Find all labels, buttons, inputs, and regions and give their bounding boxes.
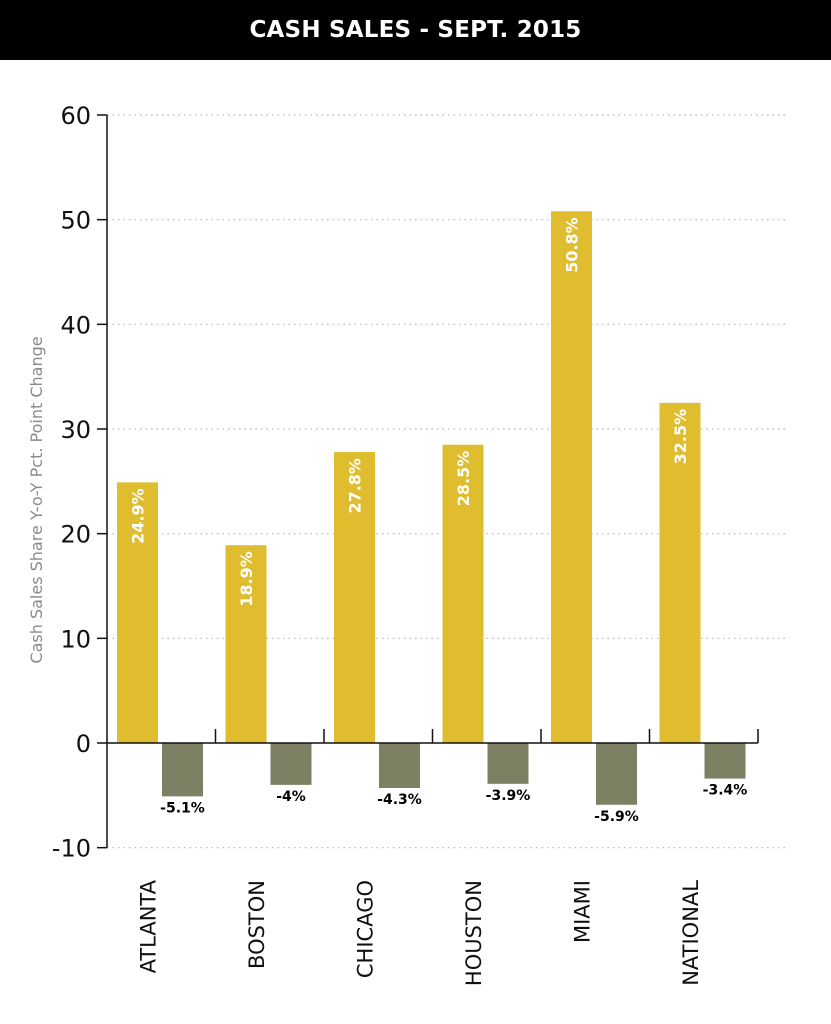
y-tick-label: 40 [60, 311, 91, 339]
bar-positive-label: 28.5% [454, 451, 473, 507]
chart-header: CASH SALES - SEPT. 2015 [0, 0, 831, 60]
y-tick-label: -10 [52, 835, 91, 863]
chart-title: CASH SALES - SEPT. 2015 [249, 17, 582, 43]
axes [97, 114, 759, 849]
bar-negative-miami [596, 743, 637, 805]
bar-negative-chicago [379, 743, 420, 789]
category-label-atlanta: ATLANTA [136, 879, 160, 973]
category-label-miami: MIAMI [570, 880, 594, 943]
bar-negative-atlanta [162, 743, 203, 797]
bar-negative-label: -5.1% [160, 800, 205, 816]
labels: -10 0 10 20 30 40 50 60 24.9% -5.1% ATLANTA 18.9% -4… [52, 102, 748, 986]
bar-negative-national [704, 743, 746, 779]
category-label-national: NATIONAL [679, 880, 703, 986]
y-tick-label: 60 [60, 102, 91, 130]
bar-positive-chicago [334, 452, 375, 743]
bar-positive-national [659, 402, 701, 743]
bar-positive-label: 24.9% [129, 488, 148, 544]
bar-positive-atlanta [117, 482, 158, 743]
bar-positive-miami [551, 211, 592, 743]
y-tick-label: 10 [60, 625, 91, 653]
bar-positive-label: 27.8% [346, 458, 365, 514]
y-tick-label: 0 [76, 730, 91, 758]
y-axis-label: Cash Sales Share Y-o-Y Pct. Point Change [27, 336, 46, 663]
bar-positive-houston [442, 444, 484, 743]
bar-positive-label: 50.8% [563, 217, 582, 273]
bar-negative-houston [487, 743, 529, 784]
bar-negative-label: -3.4% [703, 783, 748, 799]
y-tick-label: 20 [60, 521, 91, 549]
bars [117, 211, 746, 805]
y-tick-label: 50 [60, 207, 91, 235]
category-label-chicago: CHICAGO [353, 880, 377, 978]
bar-negative-label: -3.9% [486, 788, 531, 804]
bar-positive-label: 18.9% [237, 551, 256, 607]
category-label-houston: HOUSTON [462, 880, 486, 986]
bar-negative-label: -4% [276, 789, 306, 805]
bar-positive-boston [225, 545, 267, 743]
bar-negative-label: -5.9% [594, 809, 639, 825]
category-label-boston: BOSTON [245, 880, 269, 969]
bar-negative-label: -4.3% [377, 792, 422, 808]
y-tick-label: 30 [60, 416, 91, 444]
bar-positive-label: 32.5% [671, 409, 690, 465]
bar-negative-boston [270, 743, 312, 785]
